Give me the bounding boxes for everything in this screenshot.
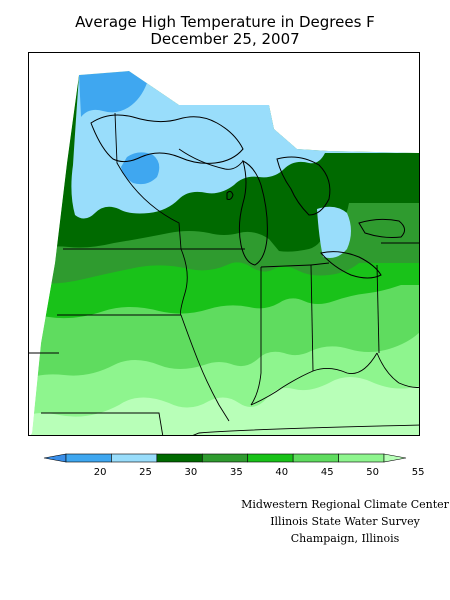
legend-tick-label: 55: [412, 467, 425, 478]
legend-arrow-low: [43, 453, 67, 463]
border-oh-pa: [376, 264, 380, 354]
state-boundaries: [29, 112, 419, 435]
border-in-mi: [260, 264, 312, 268]
legend-tick-label: 20: [94, 467, 107, 478]
border-mn-wi: [114, 112, 182, 250]
legend-swatch: [156, 453, 203, 463]
lake-outlines: [90, 114, 405, 279]
legend-tick-label: 35: [230, 467, 243, 478]
lake-michigan: [238, 160, 268, 266]
band-20-25: [79, 71, 147, 117]
border-oh-mi: [310, 262, 330, 266]
band-25-30: [317, 206, 351, 258]
map-frame: [28, 52, 420, 436]
border-in-oh: [310, 264, 314, 372]
legend-swatch: [247, 453, 294, 463]
legend-swatch: [292, 453, 339, 463]
no-data-area: [29, 53, 419, 435]
border-ky-tn: [192, 424, 419, 435]
legend-swatch: [201, 453, 249, 463]
lake-superior: [90, 114, 244, 164]
border-wv: [376, 352, 419, 388]
border-ia-il: [180, 248, 188, 316]
temperature-map: [29, 53, 419, 435]
credit-location: Champaign, Illinois: [290, 532, 400, 545]
lake-ontario: [358, 218, 405, 238]
legend-bar: 20 25 30 35 40 45 50 55: [43, 453, 425, 478]
legend-tick-label: 45: [321, 467, 334, 478]
lake-winnebago: [226, 190, 234, 200]
border-mo-il: [180, 314, 230, 422]
legend-arrow-high: [383, 453, 407, 463]
map-title: Average High Temperature in Degrees F De…: [0, 14, 450, 48]
credits: Midwestern Regional Climate Center Illin…: [240, 496, 450, 547]
map-title-date: December 25, 2007: [150, 30, 300, 48]
color-legend: 20 25 30 35 40 45 50 55: [0, 446, 450, 486]
legend-tick-label: 30: [185, 467, 198, 478]
border-mi-wi: [178, 148, 244, 170]
border-ohio-river: [250, 352, 378, 406]
legend-swatch: [65, 453, 112, 463]
border-mo-ar: [41, 412, 164, 435]
lake-erie: [320, 251, 382, 279]
legend-swatch: [338, 453, 385, 463]
map-title-line1: Average High Temperature in Degrees F: [75, 13, 375, 31]
legend-tick-label: 25: [139, 467, 152, 478]
lake-huron: [276, 156, 331, 216]
legend-swatch: [111, 453, 158, 463]
border-il-in: [250, 267, 262, 406]
credit-agency: Illinois State Water Survey: [270, 515, 420, 528]
credit-organization: Midwestern Regional Climate Center: [241, 498, 449, 511]
band-30-35: [269, 197, 328, 252]
legend-tick-label: 40: [275, 467, 288, 478]
legend-tick-label: 50: [366, 467, 379, 478]
